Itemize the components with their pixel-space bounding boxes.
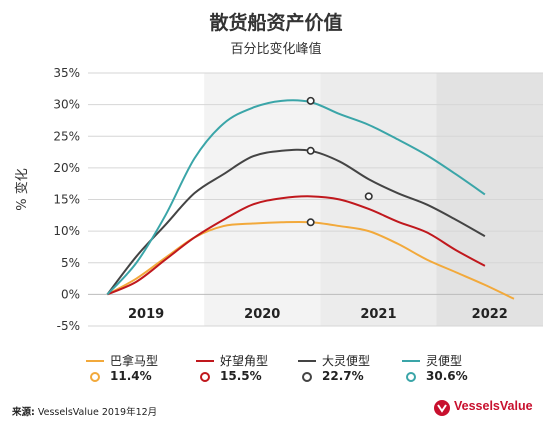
source-note: 来源: VesselsValue 2019年12月	[12, 404, 157, 418]
legend-peak-handysize: 30.6%	[426, 369, 468, 383]
y-tick-label: 35%	[53, 66, 80, 80]
legend-label-panamax: 巴拿马型	[110, 354, 159, 368]
legend-peak-supramax: 22.7%	[322, 369, 364, 383]
logo-text: VesselsValue	[454, 399, 533, 413]
y-axis-label: % 变化	[14, 168, 30, 211]
peak-marker-1	[306, 218, 315, 227]
x-year-label: 2021	[360, 307, 396, 322]
y-tick-label: 0%	[61, 287, 80, 301]
legend-line-supramax	[298, 360, 316, 362]
legend-marker-capesize	[200, 372, 210, 382]
x-year-label: 2022	[472, 307, 508, 322]
peak-marker-4	[306, 96, 315, 105]
y-tick-label: 15%	[53, 193, 80, 207]
source-text: VesselsValue 2019年12月	[37, 407, 158, 418]
x-year-label: 2020	[244, 307, 280, 322]
legend-peak-panamax: 11.4%	[110, 369, 152, 383]
source-label: 来源:	[12, 407, 35, 418]
chart-subtitle: 百分比变化峰值	[230, 42, 322, 57]
legend-line-panamax	[86, 360, 104, 362]
legend-marker-handysize	[406, 372, 416, 382]
y-tick-label: 20%	[53, 161, 80, 175]
legend-label-supramax: 大灵便型	[322, 354, 371, 368]
vesselsvalue-logo: VesselsValue	[434, 399, 542, 417]
legend-marker-panamax	[90, 372, 100, 382]
legend-marker-supramax	[302, 372, 312, 382]
legend-line-capesize	[196, 360, 214, 362]
chart-title: 散货船资产价值	[209, 12, 343, 34]
logo-icon	[434, 400, 450, 416]
legend-label-handysize: 灵便型	[426, 354, 463, 368]
legend-line-handysize	[402, 360, 420, 362]
series-line-2	[106, 195, 486, 296]
legend-peak-capesize: 15.5%	[220, 369, 262, 383]
series-line-3	[106, 148, 486, 295]
peak-marker-3	[306, 146, 315, 155]
y-tick-label: 5%	[61, 256, 80, 270]
series-line-4	[106, 99, 486, 296]
x-year-label: 2019	[128, 307, 164, 322]
chart-area: -5% 0% 5% 10% 15% 20% 25% 30% 35% % 变化 2019 2020 202…	[14, 66, 543, 333]
y-tick-label: 30%	[53, 98, 80, 112]
peak-marker-2	[364, 192, 373, 201]
y-tick-label: 25%	[53, 129, 80, 143]
y-tick-label: 10%	[53, 224, 80, 238]
legend: 巴拿马型 11.4% 好望角型 15.5% 大灵便型 22.7% 灵便型 30.…	[86, 352, 526, 388]
legend-label-capesize: 好望角型	[220, 354, 269, 368]
y-tick-label: -5%	[57, 319, 80, 333]
